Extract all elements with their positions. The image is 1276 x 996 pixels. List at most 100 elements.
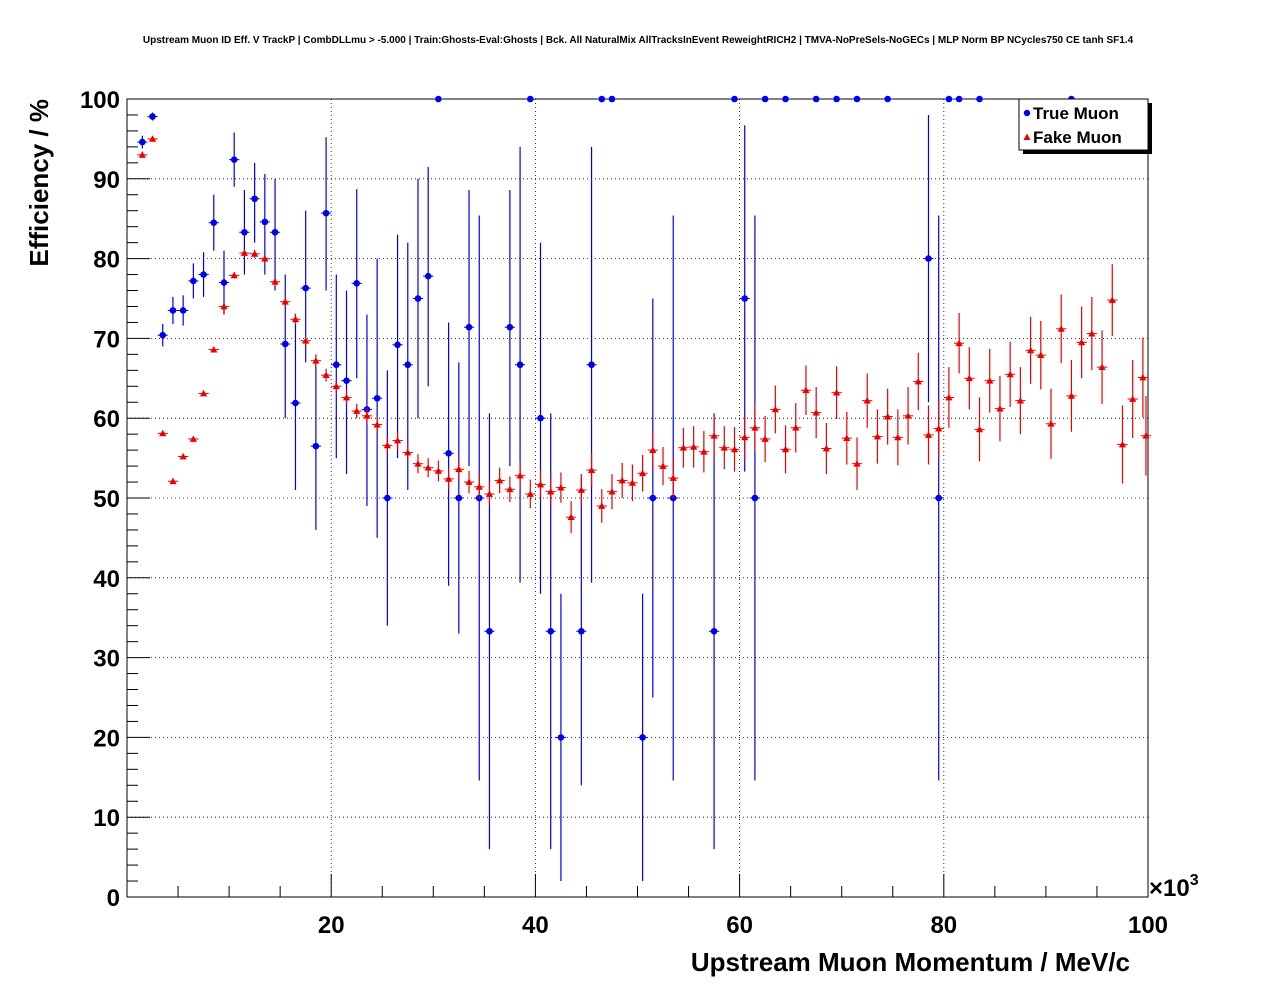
- fake-muon-marker: [741, 433, 749, 441]
- fake-muon-marker: [1098, 363, 1106, 371]
- fake-muon-point: [514, 462, 526, 490]
- true-muon-point: [484, 413, 495, 850]
- fake-muon-point: [423, 458, 434, 478]
- true-muon-point: [780, 95, 791, 103]
- fake-muon-marker: [986, 377, 994, 384]
- fake-muon-point: [913, 352, 924, 411]
- fake-muon-point: [555, 472, 567, 503]
- true-muon-point: [555, 593, 567, 882]
- true-muon-marker: [322, 209, 330, 217]
- fake-muon-marker: [935, 424, 943, 432]
- fake-muon-point: [310, 354, 321, 368]
- fake-muon-point: [892, 409, 903, 466]
- fake-muon-point: [269, 276, 281, 287]
- fake-muon-marker: [485, 490, 494, 497]
- fake-muon-point: [902, 387, 914, 445]
- true-muon-marker: [506, 323, 514, 331]
- true-muon-point: [954, 95, 965, 103]
- fake-muon-point: [1127, 359, 1138, 439]
- fake-muon-point: [412, 454, 424, 474]
- true-muon-point: [504, 189, 515, 467]
- fake-muon-point: [474, 474, 485, 499]
- fake-muon-point: [923, 405, 934, 465]
- true-muon-point: [647, 298, 658, 698]
- true-muon-marker: [312, 442, 320, 450]
- fake-muon-point: [657, 446, 669, 486]
- fake-muon-marker: [475, 483, 483, 490]
- fake-muon-marker: [924, 431, 933, 438]
- true-muon-marker: [761, 95, 769, 103]
- x-multiplier-base: ×10: [1149, 875, 1190, 902]
- true-muon-point: [188, 263, 199, 299]
- fake-muon-marker: [1078, 338, 1086, 346]
- true-muon-marker: [281, 340, 289, 348]
- true-muon-marker: [608, 95, 616, 103]
- true-muon-marker: [394, 341, 401, 349]
- true-muon-marker: [200, 271, 207, 278]
- fake-muon-point: [708, 414, 720, 458]
- true-muon-marker: [333, 361, 340, 369]
- fake-muon-point: [1117, 405, 1128, 484]
- fake-muon-marker: [373, 420, 381, 428]
- fake-muon-marker: [332, 382, 340, 390]
- fake-muon-point: [525, 479, 536, 509]
- true-muon-marker: [649, 494, 657, 502]
- true-muon-marker: [445, 450, 452, 457]
- fake-muon-marker: [199, 389, 208, 397]
- fake-muon-marker: [618, 476, 626, 484]
- fake-muon-point: [954, 312, 965, 374]
- fake-muon-point: [1035, 320, 1046, 390]
- fake-muon-point: [596, 489, 607, 523]
- fake-muon-marker: [281, 298, 289, 305]
- true-muon-point: [351, 189, 362, 379]
- fake-muon-marker: [894, 433, 902, 441]
- fake-muon-point: [351, 403, 362, 419]
- fake-muon-point: [964, 347, 975, 410]
- fake-muon-marker: [291, 315, 300, 323]
- fake-muon-point: [535, 470, 546, 499]
- legend-label-fake-muon: Fake Muon: [1033, 128, 1122, 147]
- fake-muon-marker: [353, 407, 361, 414]
- true-muon-point: [463, 189, 475, 467]
- fake-muon-marker: [414, 460, 422, 467]
- true-muon-marker: [639, 734, 646, 741]
- true-muon-point: [239, 189, 250, 275]
- fake-muon-marker: [251, 250, 259, 257]
- true-muon-point: [372, 258, 383, 538]
- y-tick-label: 70: [93, 326, 120, 353]
- fake-muon-marker: [404, 448, 412, 456]
- fake-muon-point: [198, 389, 209, 397]
- true-muon-point: [535, 242, 546, 594]
- fake-muon-marker: [383, 441, 391, 449]
- fake-muon-marker: [138, 151, 146, 158]
- fake-muon-point: [453, 458, 464, 481]
- true-muon-point: [423, 166, 434, 387]
- true-muon-point: [157, 324, 168, 347]
- fake-muon-marker: [955, 339, 963, 347]
- true-muon-marker: [424, 272, 432, 280]
- fake-muon-point: [994, 375, 1006, 442]
- fake-muon-point: [576, 474, 587, 506]
- fake-muon-point: [606, 474, 618, 510]
- true-muon-marker: [251, 195, 258, 203]
- fake-muon-point: [749, 404, 761, 451]
- fake-muon-marker: [700, 448, 708, 455]
- fake-muon-marker: [945, 393, 953, 401]
- x-tick-label: 40: [522, 912, 549, 939]
- true-muon-marker: [588, 361, 595, 369]
- true-muon-point: [729, 95, 740, 103]
- true-muon-marker: [404, 361, 412, 369]
- fake-muon-marker: [639, 469, 647, 477]
- fake-muon-point: [147, 135, 158, 142]
- fake-muon-point: [790, 403, 801, 453]
- true-muon-marker: [230, 156, 238, 163]
- fake-muon-point: [188, 435, 199, 442]
- fake-muon-marker: [363, 412, 371, 419]
- fake-muon-point: [586, 453, 597, 487]
- fake-muon-marker: [649, 446, 657, 453]
- fake-muon-marker: [261, 255, 269, 262]
- fake-muon-marker: [730, 445, 739, 453]
- fake-muon-point: [760, 415, 771, 463]
- true-muon-marker: [455, 494, 463, 502]
- true-muon-marker: [578, 627, 585, 635]
